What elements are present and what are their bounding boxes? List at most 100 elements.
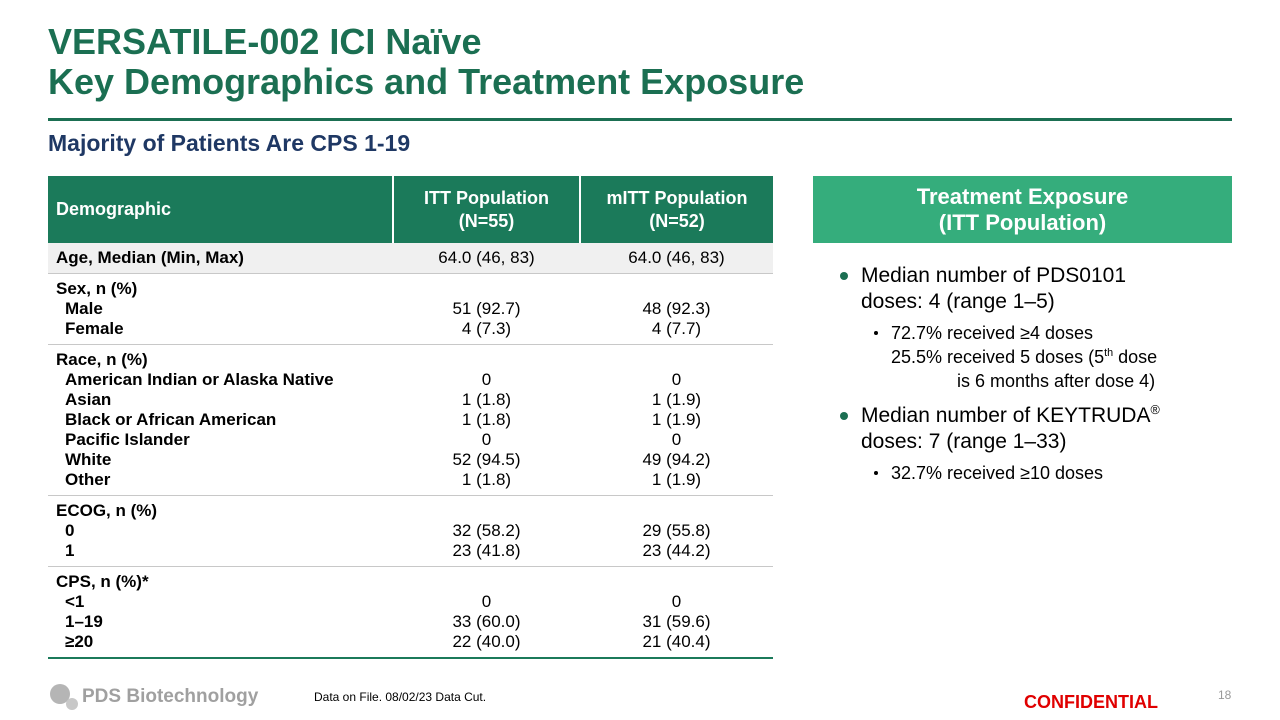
superscript: th bbox=[1104, 347, 1114, 359]
itt-value: 33 (60.0) bbox=[452, 612, 521, 631]
group-label: Age, Median (Min, Max) bbox=[56, 248, 244, 267]
confidential: CONFIDENTIAL bbox=[1024, 692, 1158, 712]
column-header: Demographic bbox=[48, 176, 393, 243]
mitt-value: 1 (1.9) bbox=[651, 470, 702, 489]
title-rule bbox=[48, 118, 1232, 121]
item-label: <1 bbox=[65, 592, 85, 611]
item-label: Female bbox=[65, 319, 124, 338]
footnote: Data on File. 08/02/23 Data Cut. bbox=[314, 690, 487, 704]
title: VERSATILE-002 ICI Naïve Key Demographics… bbox=[48, 22, 804, 102]
bullet-list: Median number of PDS0101 doses: 4 (range … bbox=[838, 263, 1232, 495]
sub-bullet: 32.7% received ≥10 doses bbox=[861, 461, 1232, 485]
text: 25.5% received 5 doses (5 bbox=[891, 347, 1105, 367]
row-label-cell: Race, n (%) American Indian or Alaska Nat… bbox=[48, 344, 393, 496]
header-row: Demographic ITT Population (N=55) mITT Popu… bbox=[48, 176, 773, 243]
mitt-value: 64.0 (46, 83) bbox=[628, 248, 725, 267]
column-header-line: ITT Population bbox=[424, 187, 549, 208]
itt-value: 1 (1.8) bbox=[461, 470, 512, 489]
itt-value: 0 bbox=[481, 430, 492, 449]
spacer bbox=[580, 350, 773, 370]
panel-title-line: (ITT Population) bbox=[938, 209, 1107, 235]
column-header: ITT Population (N=55) bbox=[392, 176, 580, 243]
itt-cell: 64.0 (46, 83) bbox=[393, 243, 580, 274]
item-label: Male bbox=[65, 299, 103, 318]
spacer bbox=[393, 279, 580, 299]
group-row: ECOG, n (%) 0 1 32 (58.2) 23 (41.8) 29 (55.8)… bbox=[48, 495, 773, 567]
text-line: 25.5% received 5 doses (5th dose bbox=[891, 345, 1232, 369]
item-label: ≥20 bbox=[65, 632, 94, 651]
column-header-line: (N=55) bbox=[458, 210, 515, 231]
text-line: is 6 months after dose 4) bbox=[891, 369, 1232, 393]
mitt-cell: 0 31 (59.6) 21 (40.4) bbox=[580, 566, 773, 659]
demographics-table: Demographic ITT Population (N=55) mITT Popu… bbox=[48, 176, 773, 659]
page-number: 18 bbox=[1218, 688, 1232, 702]
text-line: doses: 7 (range 1–33) bbox=[861, 429, 1232, 455]
mitt-cell: 64.0 (46, 83) bbox=[580, 243, 773, 274]
spacer bbox=[393, 350, 580, 370]
itt-cell: 32 (58.2) 23 (41.8) bbox=[393, 495, 580, 567]
group-row: Age, Median (Min, Max) 64.0 (46, 83) 64.0 … bbox=[48, 243, 773, 274]
itt-value: 22 (40.0) bbox=[452, 632, 521, 651]
text-line: 32.7% received ≥10 doses bbox=[891, 461, 1232, 485]
panel-title-line: Treatment Exposure bbox=[916, 183, 1129, 209]
itt-value: 1 (1.8) bbox=[461, 410, 512, 429]
bullet: Median number of PDS0101 doses: 4 (range … bbox=[838, 263, 1232, 393]
group-label: ECOG, n (%) bbox=[56, 501, 158, 520]
mitt-value: 23 (44.2) bbox=[642, 541, 711, 560]
text: dose bbox=[1113, 347, 1158, 367]
item-label: Pacific Islander bbox=[65, 430, 190, 449]
itt-cell: 0 33 (60.0) 22 (40.0) bbox=[393, 566, 580, 659]
mitt-value: 0 bbox=[671, 370, 682, 389]
text: Median number of PDS0101 bbox=[861, 264, 1126, 287]
itt-value: 51 (92.7) bbox=[452, 299, 521, 318]
spacer bbox=[393, 572, 580, 592]
text-line: Median number of PDS0101 bbox=[861, 263, 1232, 289]
mitt-value: 21 (40.4) bbox=[642, 632, 711, 651]
itt-value: 0 bbox=[481, 370, 492, 389]
mitt-value: 4 (7.7) bbox=[651, 319, 702, 338]
panel-header: Treatment Exposure (ITT Population) bbox=[813, 176, 1232, 243]
mitt-value: 49 (94.2) bbox=[642, 450, 711, 469]
text-line: doses: 4 (range 1–5) bbox=[861, 289, 1232, 315]
column-header-line: Demographic bbox=[56, 199, 172, 219]
text-line: Median number of KEYTRUDA® bbox=[861, 403, 1232, 429]
mitt-value: 0 bbox=[671, 592, 682, 611]
text: Median number of KEYTRUDA bbox=[861, 404, 1151, 427]
group-row: Sex, n (%) Male Female 51 (92.7) 4 (7.3) 48 (… bbox=[48, 273, 773, 345]
text: is 6 months after dose 4) bbox=[957, 371, 1156, 391]
row-label-cell: Sex, n (%) Male Female bbox=[48, 273, 393, 345]
group-row: CPS, n (%)* <1 1–19 ≥20 0 33 (60.0) 22 (40.0) 0… bbox=[48, 566, 773, 659]
logo: PDS Biotechnology bbox=[48, 682, 258, 712]
mitt-value: 0 bbox=[671, 430, 682, 449]
text-line: 72.7% received ≥4 doses bbox=[891, 321, 1232, 345]
mitt-value: 1 (1.9) bbox=[651, 390, 702, 409]
row-label-cell: CPS, n (%)* <1 1–19 ≥20 bbox=[48, 566, 393, 659]
itt-value: 4 (7.3) bbox=[461, 319, 512, 338]
text: 32.7% received ≥10 doses bbox=[891, 463, 1104, 483]
itt-cell: 51 (92.7) 4 (7.3) bbox=[393, 273, 580, 345]
mitt-cell: 29 (55.8) 23 (44.2) bbox=[580, 495, 773, 567]
logo-text: PDS Biotechnology bbox=[82, 686, 259, 707]
superscript: ® bbox=[1150, 403, 1160, 417]
title-line: Key Demographics and Treatment Exposure bbox=[48, 61, 805, 102]
group-label: CPS, n (%)* bbox=[56, 572, 149, 591]
mitt-value: 29 (55.8) bbox=[642, 521, 711, 540]
sub-bullet: 72.7% received ≥4 doses 25.5% received 5 … bbox=[861, 321, 1232, 393]
group-label: Race, n (%) bbox=[56, 350, 148, 369]
text: doses: 4 (range 1–5) bbox=[861, 290, 1055, 313]
mitt-value: 31 (59.6) bbox=[642, 612, 711, 631]
itt-value: 52 (94.5) bbox=[452, 450, 521, 469]
item-label: Asian bbox=[65, 390, 112, 409]
column-header-line: (N=52) bbox=[649, 210, 705, 231]
item-label: 0 bbox=[65, 521, 75, 540]
row-label-cell: Age, Median (Min, Max) bbox=[48, 243, 393, 274]
item-label: Other bbox=[65, 470, 111, 489]
text: doses: 7 (range 1–33) bbox=[861, 430, 1067, 453]
itt-value: 1 (1.8) bbox=[461, 390, 512, 409]
itt-value: 23 (41.8) bbox=[452, 541, 521, 560]
spacer bbox=[580, 572, 773, 592]
text: 72.7% received ≥4 doses bbox=[891, 323, 1093, 343]
